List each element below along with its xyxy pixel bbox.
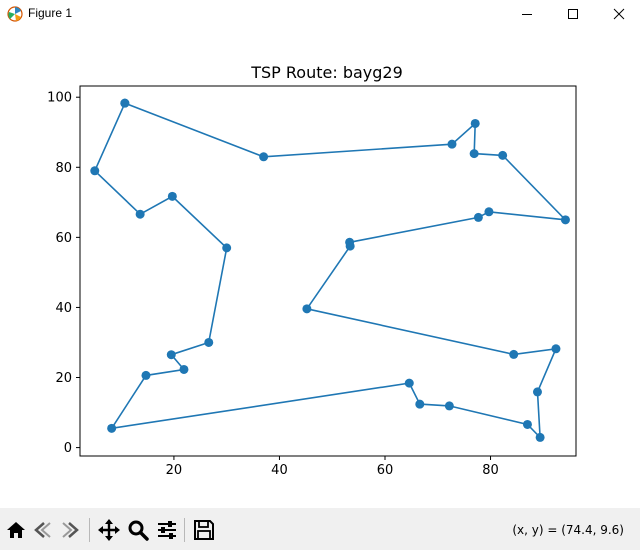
y-tick-label: 20	[55, 371, 72, 386]
toolbar-separator	[89, 518, 90, 542]
city-point	[473, 212, 483, 222]
save-button[interactable]	[191, 517, 217, 543]
x-tick-label: 40	[271, 463, 288, 478]
city-point	[167, 191, 177, 201]
city-point	[222, 243, 232, 253]
y-tick-label: 80	[55, 161, 72, 176]
back-arrow-icon	[34, 522, 51, 538]
city-point	[259, 152, 269, 162]
city-point	[90, 166, 100, 176]
maximize-icon	[568, 9, 578, 19]
y-tick-label: 60	[55, 231, 72, 246]
y-tick-label: 0	[64, 441, 72, 456]
close-icon	[613, 8, 625, 20]
sliders-icon	[158, 521, 176, 539]
configure-subplots-button[interactable]	[154, 517, 180, 543]
tsp-route-chart[interactable]: TSP Route: bayg29 20 40 60 80 0 20 40 60 80 100	[0, 28, 640, 508]
home-button[interactable]	[3, 517, 29, 543]
x-tick-label: 80	[482, 463, 499, 478]
city-point	[522, 419, 532, 429]
window-titlebar: Figure 1	[0, 0, 640, 28]
city-point	[484, 207, 494, 217]
city-point	[120, 98, 130, 108]
city-point	[345, 237, 355, 247]
y-tick-label: 100	[47, 91, 72, 106]
magnifier-icon	[128, 520, 149, 541]
city-point	[141, 370, 151, 380]
x-tick-label: 60	[377, 463, 394, 478]
axis-ticks: 20 40 60 80 0 20 40 60 80 100	[47, 91, 499, 478]
city-point	[447, 139, 457, 149]
city-point	[532, 387, 542, 397]
figure-canvas[interactable]: TSP Route: bayg29 20 40 60 80 0 20 40 60 80 100	[0, 28, 640, 508]
close-button[interactable]	[596, 0, 640, 28]
forward-arrow-icon	[62, 522, 79, 538]
city-point	[415, 399, 425, 409]
city-point	[535, 432, 545, 442]
x-tick-label: 20	[166, 463, 183, 478]
city-point	[204, 337, 214, 347]
city-point	[107, 423, 117, 433]
window-title: Figure 1	[28, 6, 73, 20]
city-point	[166, 350, 176, 360]
move-icon	[98, 519, 120, 541]
toolbar-separator	[184, 518, 185, 542]
city-point	[444, 401, 454, 411]
route-line	[93, 102, 568, 440]
home-icon	[7, 522, 25, 538]
floppy-disk-icon	[194, 520, 214, 540]
route-series	[90, 98, 570, 442]
city-point	[551, 344, 561, 354]
cursor-coordinates: (x, y) = (74.4, 9.6)	[512, 523, 624, 537]
y-tick-label: 40	[55, 301, 72, 316]
city-point	[498, 150, 508, 160]
minimize-icon	[522, 14, 532, 15]
city-point	[470, 118, 480, 128]
city-point	[302, 304, 312, 314]
forward-button[interactable]	[57, 517, 83, 543]
city-point	[560, 215, 570, 225]
maximize-button[interactable]	[550, 0, 596, 28]
matplotlib-figure-icon	[7, 6, 23, 22]
city-point	[179, 364, 189, 374]
chart-title: TSP Route: bayg29	[250, 63, 403, 82]
city-point	[469, 149, 479, 159]
city-point	[509, 349, 519, 359]
pan-button[interactable]	[96, 517, 122, 543]
city-point	[135, 209, 145, 219]
city-point	[404, 378, 414, 388]
navigation-toolbar: (x, y) = (74.4, 9.6)	[0, 508, 640, 550]
plot-area	[79, 85, 577, 457]
zoom-button[interactable]	[125, 517, 151, 543]
back-button[interactable]	[30, 517, 56, 543]
minimize-button[interactable]	[504, 0, 550, 28]
